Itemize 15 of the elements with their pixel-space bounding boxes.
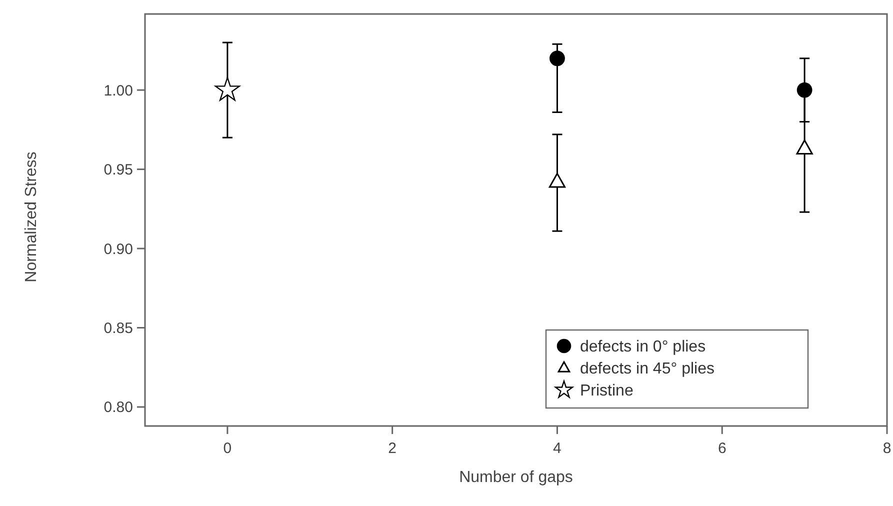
x-tick-label: 2 xyxy=(388,440,397,457)
y-tick-label: 0.85 xyxy=(104,320,133,338)
y-tick-label: 0.95 xyxy=(104,162,133,179)
x-tick-label: 6 xyxy=(718,440,726,457)
x-tick-label: 4 xyxy=(553,440,562,457)
y-tick-label: 1.00 xyxy=(104,82,133,100)
x-tick-label: 8 xyxy=(882,440,892,457)
y-tick-label: 0.80 xyxy=(104,399,133,416)
y-tick-label: 0.90 xyxy=(104,240,133,258)
x-tick-label: 0 xyxy=(223,440,232,457)
legend-label: defects in 0° plies xyxy=(580,338,706,356)
legend-label: defects in 45° plies xyxy=(580,360,714,378)
x-axis-title: Number of gaps xyxy=(459,469,573,486)
legend-label: Pristine xyxy=(580,382,634,400)
y-axis-title: Normalized Stress xyxy=(23,152,40,282)
